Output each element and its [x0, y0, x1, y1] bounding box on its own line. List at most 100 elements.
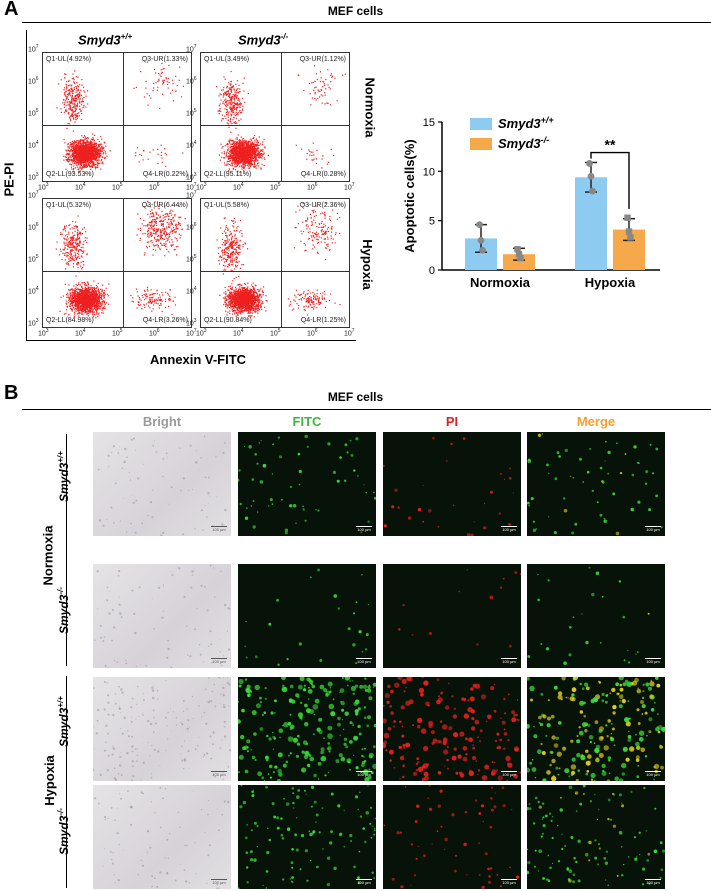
y-tick-label: 107 [186, 190, 197, 200]
apoptosis-bar-chart: 0 5 10 15 Apoptotic cells(%) Normoxia Hypoxia *… [402, 115, 660, 290]
y-tick-label: 10 [423, 166, 435, 178]
genotype-wt-label: Smyd3+/+ [78, 32, 133, 48]
scale-bar: 100 µm [501, 879, 517, 885]
group-label-hypoxia: Hypoxia [41, 755, 57, 806]
normoxia-bracket [66, 434, 67, 666]
y-tick-label: 15 [423, 117, 435, 129]
fluorescent-cells [527, 785, 665, 887]
scale-bar: 100 µm [356, 526, 372, 532]
y-tick-label: 104 [28, 140, 39, 150]
fluorescent-cells [383, 785, 520, 889]
quadrant-label-q4: Q4-LR(1.25%) [300, 317, 346, 324]
fluorescent-cells [398, 569, 521, 648]
y-tick-label: 105 [186, 108, 197, 118]
data-point [476, 221, 483, 229]
x-tick-label: 103 [38, 182, 49, 192]
facs-scatter-dots [56, 61, 184, 174]
y-tick-label: 103 [186, 318, 197, 328]
x-tick-label: 106 [307, 328, 318, 338]
genotype-ko-label: Smyd3-/- [238, 32, 289, 48]
quadrant-label-q1: Q1-UL(5.32%) [46, 202, 92, 209]
micrograph-fitc-row-3: 100 µm [238, 677, 376, 781]
column-header-pi: PI [445, 414, 459, 429]
y-tick-label: 105 [28, 108, 39, 118]
y-tick-label: 107 [28, 44, 39, 54]
x-tick-label: 105 [270, 182, 281, 192]
micrograph-merge-row-4: 100 µm [527, 785, 665, 889]
y-tick-label: 103 [186, 172, 197, 182]
x-axis-label-annexin: Annexin V-FITC [150, 352, 247, 367]
data-point [517, 254, 524, 262]
column-header-bright: Bright [142, 414, 182, 429]
x-tick-label: 106 [149, 182, 160, 192]
fluorescent-cells [238, 677, 376, 781]
legend-swatch-ko [470, 138, 492, 150]
scale-bar: 100 µm [645, 879, 661, 885]
micrograph-merge-row-1: 100 µm [527, 432, 665, 536]
y-tick-label: 106 [186, 76, 197, 86]
data-point [515, 251, 523, 258]
quadrant-label-q1: Q1-UL(3.49%) [204, 56, 250, 63]
y-tick-label: 0 [429, 265, 435, 277]
data-point [479, 246, 486, 254]
row-genotype-label: Smyd3-/- [56, 808, 71, 855]
fluorescent-cells [383, 436, 515, 536]
scale-bar: 100 µm [501, 771, 517, 777]
data-point [625, 228, 633, 235]
panel-a-bottom-axis-line [26, 340, 356, 341]
panel-a-rule [22, 22, 711, 23]
significance-bracket [590, 151, 630, 209]
row-genotype-label: Smyd3+/+ [56, 451, 71, 502]
quadrant-label-q4: Q4-LR(0.22%) [142, 171, 188, 178]
data-point [477, 237, 485, 244]
quadrant-label-q3: Q3-UR(6.44%) [141, 202, 188, 209]
x-tick-label: 107 [344, 328, 355, 338]
hypoxia-bracket [66, 676, 67, 888]
quadrant-label-q1: Q1-UL(4.92%) [46, 56, 92, 63]
group-label-normoxia: Normoxia [40, 525, 56, 586]
y-tick-label: 104 [186, 140, 197, 150]
fluorescent-cells [527, 433, 663, 536]
y-tick-label: 105 [28, 254, 39, 264]
data-point [586, 160, 593, 167]
micrograph-bright-row-3: 100 µm [93, 677, 231, 781]
gate-horizontal-line [201, 125, 349, 126]
micrograph-bright-row-1: 100 µm [93, 432, 231, 536]
data-point [587, 172, 595, 180]
quadrant-label-q2: Q2-LL(93.53%) [46, 171, 94, 178]
fluorescent-cells [527, 677, 665, 781]
significance-marker: ** [605, 137, 616, 153]
micrograph-pi-row-3: 100 µm [383, 677, 521, 781]
y-tick-label: 104 [28, 286, 39, 296]
gate-horizontal-line [43, 125, 191, 126]
scale-bar: 100 µm [645, 771, 661, 777]
row-label-normoxia: Normoxia [362, 77, 378, 138]
legend-swatch-wt [470, 118, 492, 130]
data-point [627, 234, 634, 241]
facs-plot-wt-hypoxia: Q1-UL(5.32%) Q3-UR(6.44%) Q2-LL(84.98%) Q4-… [42, 198, 192, 328]
micrograph-bright-row-4: 100 µm [93, 785, 231, 889]
quadrant-label-q2: Q2-LL(90.84%) [204, 317, 252, 324]
fluorescent-cells [238, 434, 376, 535]
micrograph-fitc-row-4: 100 µm [238, 785, 376, 889]
legend-label-ko: Smyd3-/- [498, 135, 549, 151]
scale-bar: 100 µm [356, 879, 372, 885]
x-tick-label: 103 [196, 182, 207, 192]
quadrant-label-q2: Q2-LL(84.98%) [46, 317, 94, 324]
x-tick-label: 107 [186, 328, 197, 338]
panel-b-rule [22, 409, 711, 410]
panel-a-title: MEF cells [327, 4, 384, 18]
micrograph-pi-row-1: 100 µm [383, 432, 521, 536]
y-tick-label: 106 [28, 222, 39, 232]
facs-scatter-dots [55, 200, 186, 319]
y-tick-label: 106 [28, 76, 39, 86]
y-tick-label: 103 [28, 172, 39, 182]
bar-ko-normoxia [503, 254, 535, 270]
y-tick-label: 105 [186, 254, 197, 264]
fluorescent-cells [238, 785, 376, 889]
scale-bar: 100 µm [356, 658, 372, 664]
legend-label-wt: Smyd3+/+ [498, 115, 554, 131]
bright-field-texture [94, 564, 231, 668]
category-label-hypoxia: Hypoxia [585, 275, 636, 290]
bright-field-texture [93, 677, 231, 781]
